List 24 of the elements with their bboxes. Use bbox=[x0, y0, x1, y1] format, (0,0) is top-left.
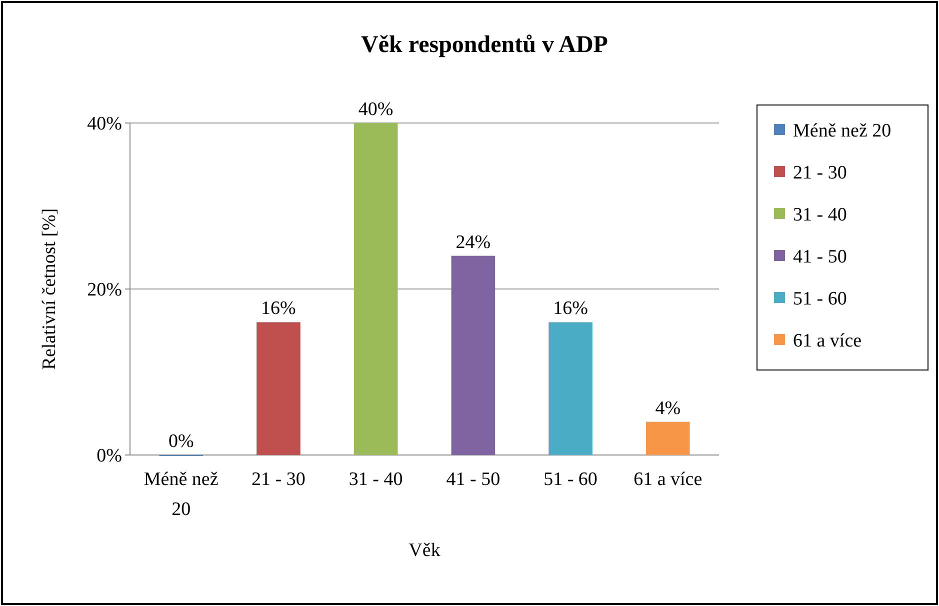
y-tick-label: 40% bbox=[87, 114, 122, 135]
data-label: 4% bbox=[655, 398, 681, 419]
data-label: 16% bbox=[261, 298, 296, 320]
x-tick-label: 51 - 60 bbox=[544, 469, 598, 490]
legend-label: 41 - 50 bbox=[793, 246, 847, 268]
data-label: 24% bbox=[456, 232, 491, 253]
legend-label: 31 - 40 bbox=[793, 204, 847, 226]
y-tick-label: 20% bbox=[87, 280, 122, 301]
y-tick-label: 0% bbox=[96, 446, 122, 467]
legend-label: 51 - 60 bbox=[793, 288, 847, 310]
legend-label: Méně než 20 bbox=[793, 120, 892, 142]
x-tick-label: 61 a více bbox=[634, 469, 702, 490]
x-tick-label: 41 - 50 bbox=[446, 469, 500, 490]
legend-label: 61 a více bbox=[793, 330, 862, 352]
x-axis-title: Věk bbox=[408, 540, 441, 561]
x-tick-label: 21 - 30 bbox=[252, 469, 306, 490]
data-label: 40% bbox=[358, 99, 394, 120]
chart-title: Věk respondentů v ADP bbox=[361, 32, 608, 58]
x-tick-label: 31 - 40 bbox=[348, 469, 403, 490]
data-label: 0% bbox=[168, 431, 194, 452]
x-tick-label: Méně než 20 bbox=[144, 469, 218, 520]
legend-label: 21 - 30 bbox=[793, 162, 847, 184]
y-axis-title: Relativní četnost [%] bbox=[39, 208, 60, 370]
data-label: 16% bbox=[553, 298, 588, 320]
